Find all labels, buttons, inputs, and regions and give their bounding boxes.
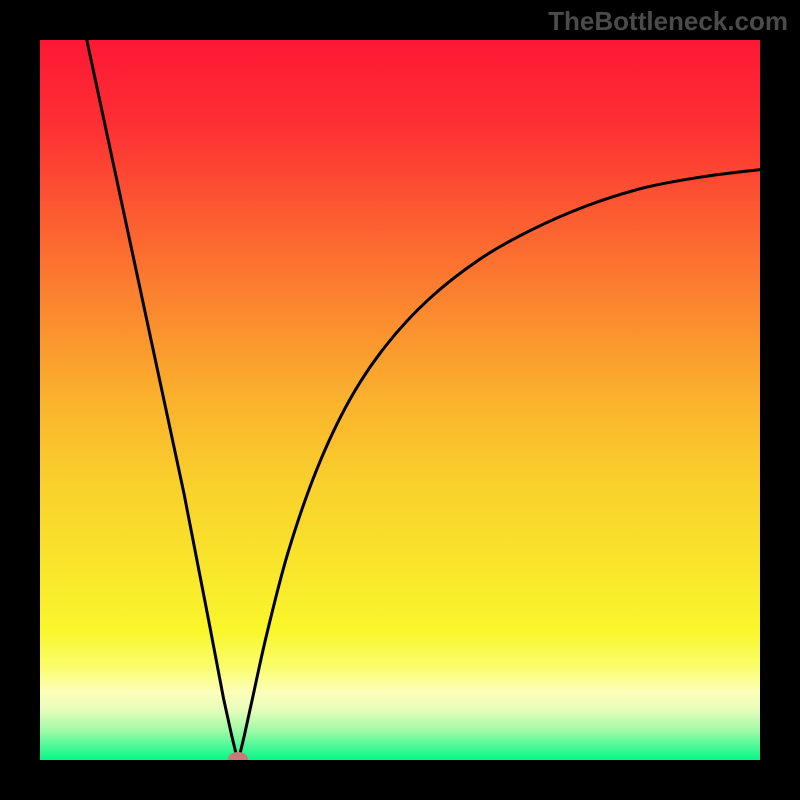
gradient-background xyxy=(40,40,760,760)
chart-container: TheBottleneck.com xyxy=(0,0,800,800)
plot-svg xyxy=(40,40,760,760)
attribution-label: TheBottleneck.com xyxy=(548,6,788,37)
plot-area xyxy=(40,40,760,760)
